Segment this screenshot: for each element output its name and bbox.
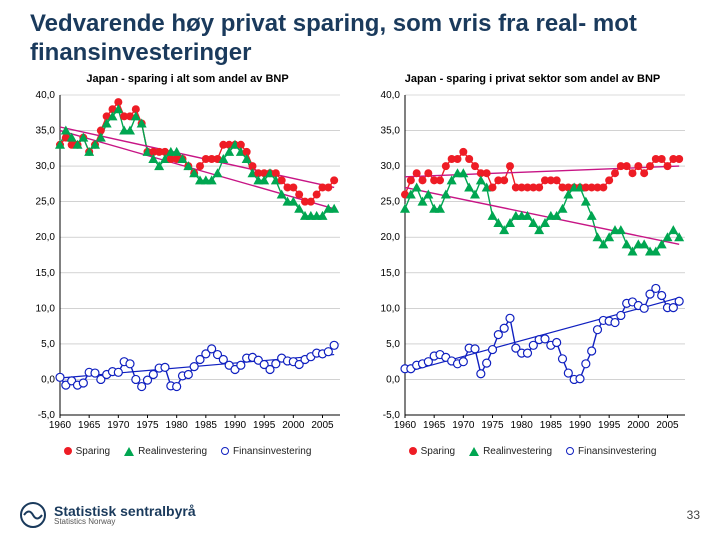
svg-text:1975: 1975 [136,420,159,431]
logo-icon [20,502,46,528]
svg-text:1990: 1990 [224,420,247,431]
legend-item-sparing: Sparing [409,446,455,457]
svg-text:15,0: 15,0 [36,267,56,278]
legend-marker-finans [221,447,229,455]
charts-container: Japan - sparing i alt som andel av BNP -… [0,73,720,457]
svg-text:30,0: 30,0 [36,161,56,172]
svg-text:2000: 2000 [282,420,305,431]
legend-marker-finans [566,447,574,455]
svg-text:2005: 2005 [656,420,679,431]
svg-text:40,0: 40,0 [36,90,56,101]
svg-text:35,0: 35,0 [36,125,56,136]
svg-text:1995: 1995 [598,420,621,431]
svg-text:10,0: 10,0 [36,303,56,314]
legend-label-sparing: Sparing [421,446,455,457]
svg-text:20,0: 20,0 [381,232,401,243]
footer: Statistisk sentralbyrå Statistics Norway… [20,502,700,528]
page-number: 33 [687,508,700,522]
chart-right: Japan - sparing i privat sektor som ande… [365,73,700,457]
legend-marker-real [124,447,134,456]
legend-item-real: Realinvestering [124,446,207,457]
svg-text:1960: 1960 [49,420,72,431]
legend-label-real: Realinvestering [483,446,552,457]
svg-text:1985: 1985 [195,420,218,431]
legend-label-real: Realinvestering [138,446,207,457]
svg-text:1975: 1975 [481,420,504,431]
legend-item-finans: Finansinvestering [566,446,656,457]
legend-label-finans: Finansinvestering [233,446,311,457]
chart-right-legend: Sparing Realinvestering Finansinvestering [365,446,700,457]
svg-text:1960: 1960 [394,420,417,431]
svg-text:5,0: 5,0 [41,338,55,349]
svg-text:1985: 1985 [540,420,563,431]
logo-text-main: Statistisk sentralbyrå [54,504,196,518]
legend-item-sparing: Sparing [64,446,110,457]
chart-left: Japan - sparing i alt som andel av BNP -… [20,73,355,457]
svg-text:25,0: 25,0 [381,196,401,207]
svg-text:20,0: 20,0 [36,232,56,243]
legend-item-real: Realinvestering [469,446,552,457]
legend-item-finans: Finansinvestering [221,446,311,457]
svg-text:1965: 1965 [78,420,101,431]
svg-text:0,0: 0,0 [386,374,400,385]
chart-left-svg: -5,00,05,010,015,020,025,030,035,040,019… [20,87,350,437]
svg-text:1970: 1970 [107,420,130,431]
svg-text:2000: 2000 [627,420,650,431]
svg-text:1980: 1980 [166,420,189,431]
chart-left-title: Japan - sparing i alt som andel av BNP [20,73,355,85]
svg-text:1965: 1965 [423,420,446,431]
svg-text:40,0: 40,0 [381,90,401,101]
svg-text:35,0: 35,0 [381,125,401,136]
logo-text-sub: Statistics Norway [54,518,196,526]
svg-text:5,0: 5,0 [386,338,400,349]
legend-marker-real [469,447,479,456]
chart-right-title: Japan - sparing i privat sektor som ande… [365,73,700,85]
svg-text:1995: 1995 [253,420,276,431]
page-title: Vedvarende høy privat sparing, som vris … [0,0,720,73]
svg-text:2005: 2005 [311,420,334,431]
svg-text:0,0: 0,0 [41,374,55,385]
svg-text:30,0: 30,0 [381,161,401,172]
legend-marker-sparing [409,447,417,455]
chart-left-legend: Sparing Realinvestering Finansinvestering [20,446,355,457]
svg-text:15,0: 15,0 [381,267,401,278]
svg-text:1990: 1990 [569,420,592,431]
svg-text:25,0: 25,0 [36,196,56,207]
legend-label-finans: Finansinvestering [578,446,656,457]
legend-label-sparing: Sparing [76,446,110,457]
logo: Statistisk sentralbyrå Statistics Norway [20,502,196,528]
chart-right-svg: -5,00,05,010,015,020,025,030,035,040,019… [365,87,695,437]
svg-text:1980: 1980 [511,420,534,431]
svg-text:1970: 1970 [452,420,475,431]
svg-text:10,0: 10,0 [381,303,401,314]
legend-marker-sparing [64,447,72,455]
